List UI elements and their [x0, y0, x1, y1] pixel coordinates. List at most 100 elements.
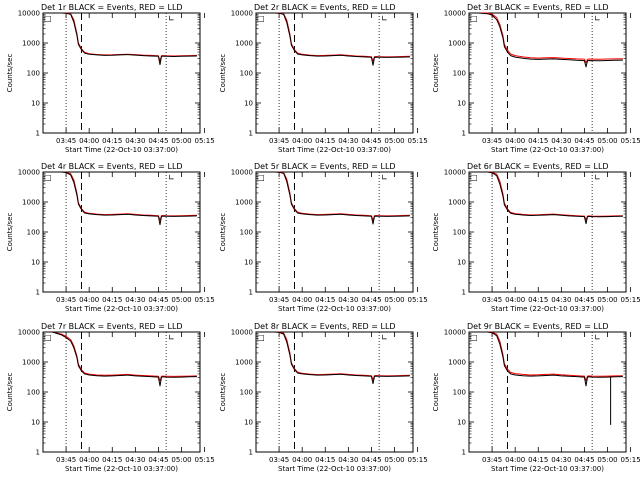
x-tick-label: 05:00 [384, 456, 404, 464]
plot-frame [42, 171, 201, 293]
y-tick-label: 1000 [448, 40, 466, 48]
x-tick-label: 05:15 [408, 456, 428, 464]
panel-title: Det 8r BLACK = Events, RED = LLD [254, 322, 396, 331]
y-tick-label: 10000 [444, 329, 466, 337]
x-tick-label: 04:00 [292, 296, 312, 304]
y-axis-label: Counts/sec [6, 54, 14, 93]
x-tick-label: 04:30 [551, 456, 571, 464]
y-tick-label: 1 [36, 130, 40, 138]
x-tick-label: 05:00 [597, 137, 617, 145]
panel-title: Det 3r BLACK = Events, RED = LLD [467, 3, 609, 12]
y-tick-label: 10000 [444, 169, 466, 177]
x-tick-label: 04:15 [315, 456, 335, 464]
series-line-events [256, 171, 410, 225]
y-axis-label: Counts/sec [432, 373, 440, 412]
y-tick-label: 10 [457, 100, 466, 108]
series-line-lld [256, 12, 410, 62]
x-tick-label: 04:00 [79, 137, 99, 145]
x-tick-label: 04:00 [505, 137, 525, 145]
x-axis-label: Start Time (22-Oct-10 03:37:00) [278, 146, 391, 154]
plot-frame [468, 12, 627, 134]
y-tick-label: 100 [27, 389, 40, 397]
plot-frame [255, 12, 414, 134]
x-tick-label: 04:45 [574, 137, 594, 145]
x-tick-label: 04:00 [505, 296, 525, 304]
x-tick-label: 05:00 [597, 456, 617, 464]
x-tick-label: 03:45 [269, 456, 289, 464]
x-tick-label: 05:15 [621, 296, 640, 304]
chart-panel-4: Det 4r BLACK = Events, RED = LLD 1 10 100 10… [6, 162, 215, 313]
x-tick-label: 04:15 [315, 137, 335, 145]
right-corner-marker: ∟ [594, 14, 601, 23]
y-tick-label: 1 [462, 449, 466, 457]
plot-frame [468, 331, 627, 453]
y-tick-label: 1 [462, 130, 466, 138]
x-tick-label: 05:15 [195, 456, 215, 464]
y-tick-label: 100 [453, 229, 466, 237]
y-axis-label: Counts/sec [6, 213, 14, 252]
series-line-events [256, 331, 410, 385]
x-tick-label: 04:30 [338, 296, 358, 304]
x-tick-label: 04:30 [125, 456, 145, 464]
y-tick-label: 10 [457, 259, 466, 267]
chart-panel-5: Det 5r BLACK = Events, RED = LLD 1 10 100 10… [219, 162, 428, 313]
left-box-marker: □ [470, 14, 478, 23]
x-tick-label: 03:45 [482, 137, 502, 145]
y-tick-label: 100 [240, 229, 253, 237]
series-line-events [256, 12, 410, 66]
y-axis-label: Counts/sec [219, 213, 227, 252]
x-axis-label: Start Time (22-Oct-10 03:37:00) [65, 305, 178, 313]
series-line-lld [256, 331, 410, 381]
x-tick-label: 04:00 [292, 456, 312, 464]
series-line-lld [43, 171, 197, 221]
y-axis-label: Counts/sec [6, 373, 14, 412]
x-tick-label: 04:15 [528, 296, 548, 304]
x-tick-label: 04:30 [338, 456, 358, 464]
y-tick-label: 1000 [22, 359, 40, 367]
x-tick-label: 03:45 [269, 137, 289, 145]
y-tick-label: 100 [453, 389, 466, 397]
y-axis-label: Counts/sec [219, 54, 227, 93]
x-tick-label: 04:30 [125, 296, 145, 304]
y-tick-label: 1000 [235, 40, 253, 48]
x-tick-label: 04:45 [148, 456, 168, 464]
y-tick-label: 1 [36, 449, 40, 457]
x-tick-label: 04:45 [574, 456, 594, 464]
x-tick-label: 03:45 [56, 296, 76, 304]
x-tick-label: 04:00 [79, 456, 99, 464]
right-corner-marker: ∟ [594, 173, 601, 182]
left-box-marker: □ [44, 333, 52, 342]
series-line-events [43, 12, 197, 66]
y-tick-label: 100 [27, 229, 40, 237]
series-line-events [469, 331, 623, 387]
y-tick-label: 10000 [18, 169, 40, 177]
y-axis-label: Counts/sec [432, 54, 440, 93]
x-tick-label: 03:45 [482, 456, 502, 464]
x-tick-label: 05:15 [195, 137, 215, 145]
y-tick-label: 10000 [18, 10, 40, 18]
x-tick-label: 04:15 [315, 296, 335, 304]
series-line-lld [256, 171, 410, 221]
x-tick-label: 05:00 [384, 137, 404, 145]
y-tick-label: 10 [31, 100, 40, 108]
x-tick-label: 04:45 [574, 296, 594, 304]
x-tick-label: 04:45 [148, 137, 168, 145]
y-tick-label: 10 [244, 100, 253, 108]
y-tick-label: 1 [249, 289, 253, 297]
series-line-events [43, 331, 197, 387]
x-tick-label: 04:45 [148, 296, 168, 304]
x-tick-label: 05:00 [384, 296, 404, 304]
right-corner-marker: ∟ [168, 14, 175, 23]
y-tick-label: 100 [453, 70, 466, 78]
x-tick-label: 04:00 [505, 456, 525, 464]
x-tick-label: 04:45 [361, 296, 381, 304]
y-tick-label: 10 [457, 419, 466, 427]
panel-title: Det 4r BLACK = Events, RED = LLD [41, 162, 183, 171]
y-tick-label: 1000 [235, 359, 253, 367]
y-tick-label: 1000 [22, 40, 40, 48]
x-tick-label: 04:15 [102, 456, 122, 464]
chart-panel-6: Det 6r BLACK = Events, RED = LLD 1 10 100 10… [432, 162, 640, 313]
y-axis-label: Counts/sec [432, 213, 440, 252]
x-axis-label: Start Time (22-Oct-10 03:37:00) [491, 305, 604, 313]
